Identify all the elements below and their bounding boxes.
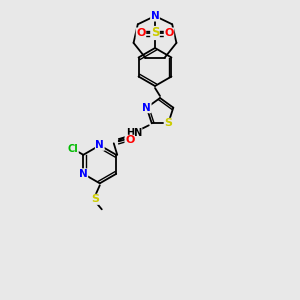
Text: HN: HN <box>126 128 142 138</box>
Text: N: N <box>95 140 104 150</box>
Text: S: S <box>91 194 99 204</box>
Text: N: N <box>151 11 159 21</box>
Text: O: O <box>164 28 174 38</box>
Text: S: S <box>151 26 159 40</box>
Text: Cl: Cl <box>68 144 78 154</box>
Text: S: S <box>164 118 172 128</box>
Text: O: O <box>136 28 146 38</box>
Text: O: O <box>125 135 134 145</box>
Text: N: N <box>142 103 151 113</box>
Text: N: N <box>79 169 88 179</box>
